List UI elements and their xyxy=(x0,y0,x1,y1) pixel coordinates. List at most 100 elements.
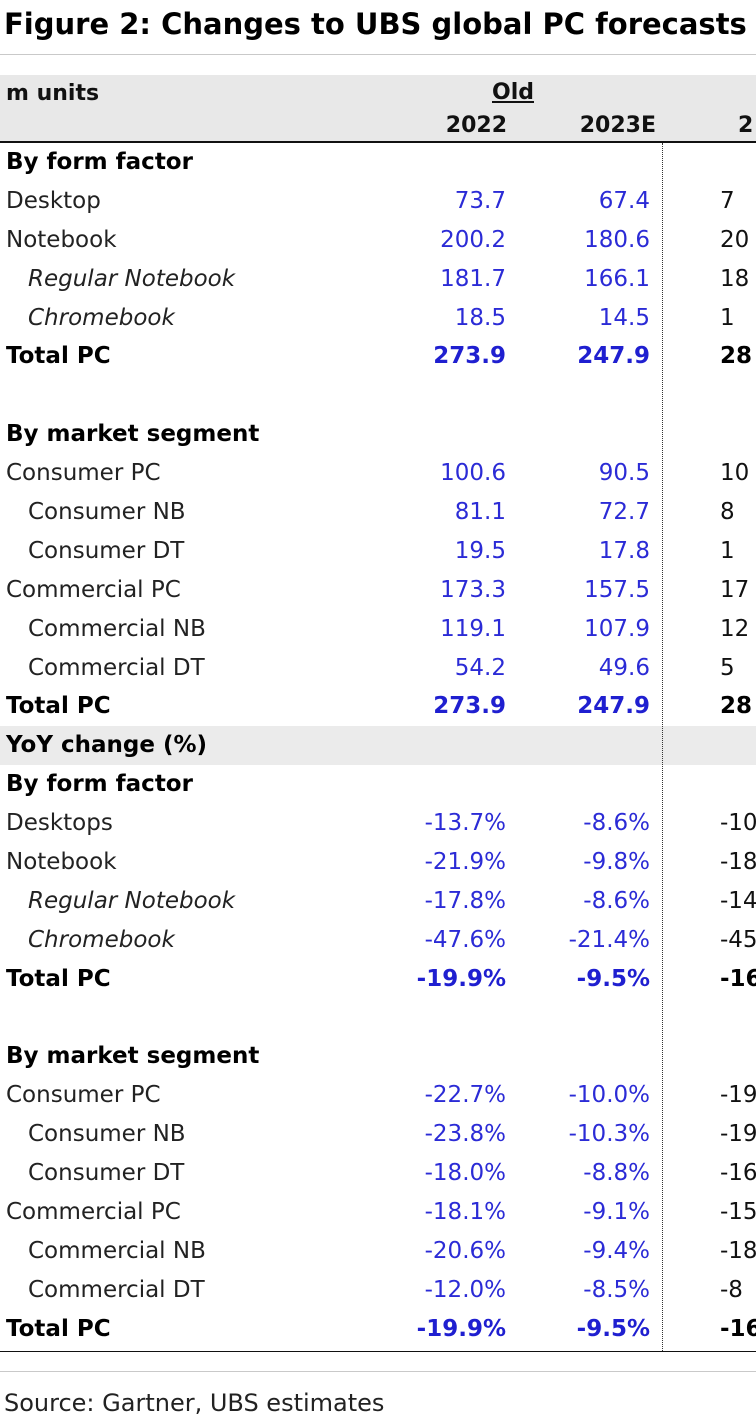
row-label: Consumer DT xyxy=(28,537,185,564)
value-2023e: -8.6% xyxy=(583,887,650,914)
row-label: By market segment xyxy=(6,1043,260,1070)
value-2023e: -8.8% xyxy=(583,1160,650,1187)
value-next-year: -14 xyxy=(720,887,756,914)
value-2023e: 67.4 xyxy=(598,187,650,214)
value-2023e: -8.5% xyxy=(583,1276,650,1303)
value-2022: 18.5 xyxy=(454,304,506,331)
total-row: Total PC -19.9% -9.5% -16 xyxy=(0,1310,756,1349)
table-row: Consumer NB -23.8% -10.3% -19 xyxy=(0,1115,756,1154)
table-row: Notebook 200.2 180.6 20 xyxy=(0,221,756,260)
value-2022: -47.6% xyxy=(424,926,506,953)
value-2022: -22.7% xyxy=(424,1082,506,1109)
value-2022: -19.9% xyxy=(416,965,506,992)
table-row: Consumer PC -22.7% -10.0% -19 xyxy=(0,1076,756,1115)
value-next-year: -8 xyxy=(720,1276,743,1303)
column-group-old: Old xyxy=(492,80,534,105)
value-2023e: 247.9 xyxy=(577,343,650,370)
value-next-year: -18 xyxy=(720,849,756,876)
units-header: m units xyxy=(6,81,100,106)
row-label: By form factor xyxy=(6,149,193,175)
value-2023e: 90.5 xyxy=(598,460,650,487)
value-2022: 119.1 xyxy=(440,615,506,642)
value-2022: 73.7 xyxy=(454,187,506,214)
value-2022: 173.3 xyxy=(440,576,506,603)
row-label: Total PC xyxy=(6,693,111,720)
value-2023e: -21.4% xyxy=(568,926,650,953)
value-2022: -18.1% xyxy=(424,1199,506,1226)
table-row: Commercial NB -20.6% -9.4% -18 xyxy=(0,1232,756,1271)
row-label: Chromebook xyxy=(28,304,175,331)
row-label: Commercial PC xyxy=(6,1199,181,1226)
value-2022: -21.9% xyxy=(424,849,506,876)
value-next-year: 1 xyxy=(720,537,735,564)
value-2023e: -9.4% xyxy=(583,1237,650,1264)
section-header-row: YoY change (%) xyxy=(0,726,756,766)
table-row: Chromebook 18.5 14.5 1 xyxy=(0,299,756,338)
row-label: Total PC xyxy=(6,343,111,370)
total-row: Total PC -19.9% -9.5% -16 xyxy=(0,960,756,999)
value-2023e: 107.9 xyxy=(584,615,650,642)
row-label: Commercial DT xyxy=(28,654,205,681)
value-2022: 181.7 xyxy=(440,265,506,292)
row-label: Consumer PC xyxy=(6,460,161,487)
section-header-row: By form factor xyxy=(0,143,756,182)
table-row: Commercial DT 54.2 49.6 5 xyxy=(0,649,756,688)
value-next-year: 7 xyxy=(720,187,735,214)
table-row: Commercial PC -18.1% -9.1% -15 xyxy=(0,1193,756,1232)
value-2022: -23.8% xyxy=(424,1121,506,1148)
footer-divider xyxy=(0,1371,756,1372)
row-label: Desktops xyxy=(6,810,113,837)
value-2022: 19.5 xyxy=(454,537,506,564)
spacer-row xyxy=(0,999,756,1038)
value-2022: 273.9 xyxy=(433,693,506,720)
value-2022: -17.8% xyxy=(424,887,506,914)
value-next-year: 10 xyxy=(720,460,750,487)
value-2023e: -10.0% xyxy=(568,1082,650,1109)
value-next-year: -16 xyxy=(720,965,756,992)
value-2023e: 166.1 xyxy=(584,265,650,292)
table-row: Chromebook -47.6% -21.4% -45 xyxy=(0,921,756,960)
table-row: Desktops -13.7% -8.6% -10 xyxy=(0,804,756,843)
value-2022: 273.9 xyxy=(433,343,506,370)
value-2023e: -8.6% xyxy=(583,810,650,837)
header-underline xyxy=(0,141,756,143)
value-next-year: -16 xyxy=(720,1315,756,1342)
section-header-row: By form factor xyxy=(0,765,756,804)
value-next-year: 28 xyxy=(720,343,753,370)
value-next-year: 17 xyxy=(720,576,750,603)
value-2023e: 157.5 xyxy=(584,576,650,603)
table-row: Consumer NB 81.1 72.7 8 xyxy=(0,493,756,532)
value-2023e: 49.6 xyxy=(598,654,650,681)
table-row: Consumer DT -18.0% -8.8% -16 xyxy=(0,1154,756,1193)
value-2023e: 17.8 xyxy=(598,537,650,564)
value-next-year: 20 xyxy=(720,226,750,253)
value-2022: 200.2 xyxy=(440,226,506,253)
value-2023e: -10.3% xyxy=(568,1121,650,1148)
figure-title: Figure 2: Changes to UBS global PC forec… xyxy=(4,7,747,41)
value-2022: 100.6 xyxy=(440,460,506,487)
table-row: Desktop 73.7 67.4 7 xyxy=(0,182,756,221)
value-next-year: -19 xyxy=(720,1121,756,1148)
row-label: YoY change (%) xyxy=(6,732,208,759)
row-label: Commercial DT xyxy=(28,1276,205,1303)
table-row: Commercial DT -12.0% -8.5% -8 xyxy=(0,1271,756,1310)
value-2022: -12.0% xyxy=(424,1276,506,1303)
row-label: Regular Notebook xyxy=(28,887,236,914)
value-next-year: 5 xyxy=(720,654,735,681)
value-next-year: 18 xyxy=(720,265,750,292)
table-row: Notebook -21.9% -9.8% -18 xyxy=(0,843,756,882)
row-label: Chromebook xyxy=(28,926,175,953)
total-row: Total PC 273.9 247.9 28 xyxy=(0,687,756,726)
source-note: Source: Gartner, UBS estimates xyxy=(4,1389,385,1417)
row-label: By form factor xyxy=(6,771,193,798)
table-row: Commercial NB 119.1 107.9 12 xyxy=(0,610,756,649)
section-header-row: By market segment xyxy=(0,415,756,454)
table-row: Consumer PC 100.6 90.5 10 xyxy=(0,454,756,493)
value-next-year: -15 xyxy=(720,1199,756,1226)
row-label: Notebook xyxy=(6,226,117,253)
value-next-year: -16 xyxy=(720,1160,756,1187)
row-label: Consumer NB xyxy=(28,1121,186,1148)
value-2023e: -9.1% xyxy=(583,1199,650,1226)
value-next-year: -18 xyxy=(720,1237,756,1264)
value-next-year: -45 xyxy=(720,926,756,953)
